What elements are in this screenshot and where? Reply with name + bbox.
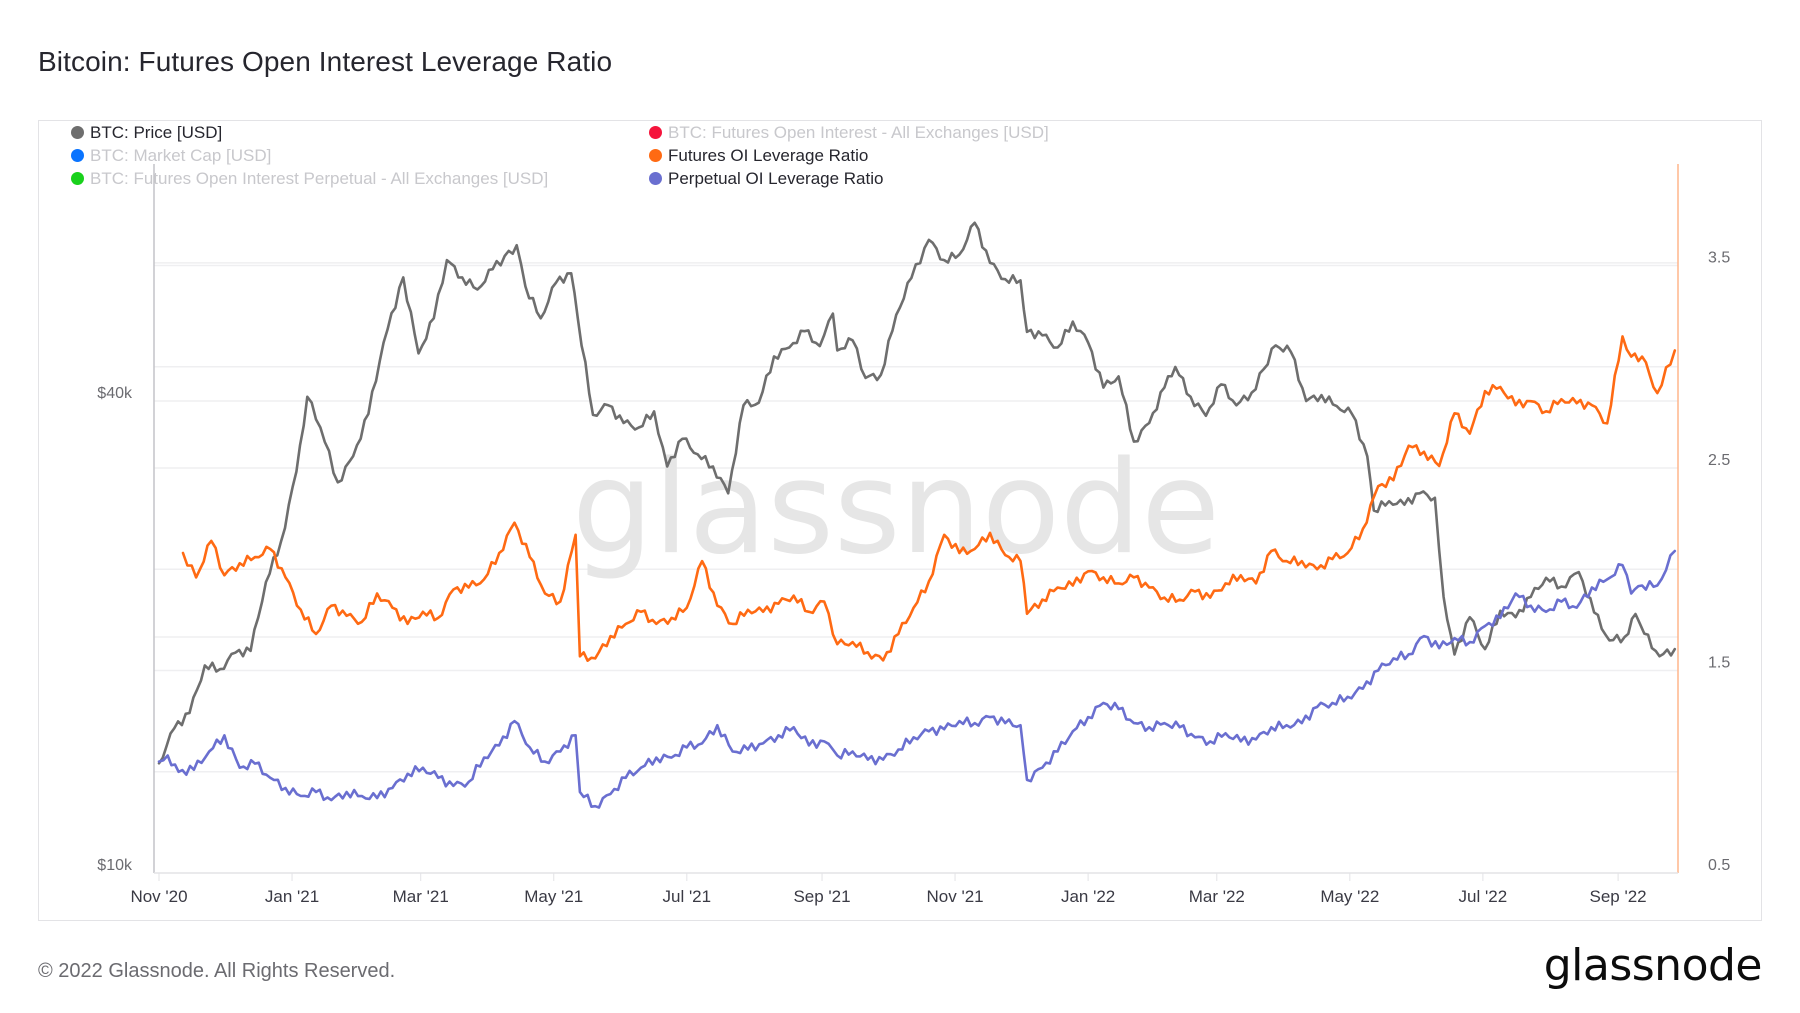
legend-label: BTC: Market Cap [USD] — [90, 146, 272, 165]
left-tick-label: $10k — [97, 857, 133, 874]
legend-dot-icon — [71, 149, 84, 162]
footer-copyright: © 2022 Glassnode. All Rights Reserved. — [38, 960, 396, 982]
right-tick-label: 3.5 — [1708, 250, 1730, 267]
right-axis-ticks: 0.5 1.5 2.5 3.5 — [1708, 250, 1730, 875]
x-tick-label: Nov '20 — [130, 887, 187, 906]
series-line-futures-oi-leverage-ratio — [181, 335, 1677, 662]
legend-dot-icon — [649, 149, 662, 162]
legend-item-futures-oi-perpetual[interactable]: BTC: Futures Open Interest Perpetual - A… — [71, 167, 548, 190]
x-tick-label: Mar '22 — [1189, 887, 1245, 906]
legend-dot-icon — [71, 172, 84, 185]
right-tick-label: 2.5 — [1708, 452, 1730, 469]
watermark: glassnode — [572, 434, 1220, 583]
page-title: Bitcoin: Futures Open Interest Leverage … — [38, 46, 613, 77]
series-line-perpetual-oi-leverage-ratio — [157, 549, 1677, 809]
legend-item-futures-oi-all[interactable]: BTC: Futures Open Interest - All Exchang… — [649, 121, 1049, 144]
right-tick-label: 0.5 — [1708, 857, 1730, 874]
x-tick-label: Sep '22 — [1590, 887, 1647, 906]
left-tick-label: $40k — [97, 385, 133, 402]
legend-item-futures-oi-leverage[interactable]: Futures OI Leverage Ratio — [649, 144, 868, 167]
legend-item-perpetual-oi-leverage[interactable]: Perpetual OI Leverage Ratio — [649, 167, 883, 190]
legend-label: Perpetual OI Leverage Ratio — [668, 169, 884, 188]
legend-dot-icon — [649, 126, 662, 139]
x-tick-label: Jul '21 — [662, 887, 711, 906]
x-tick-label: Jan '22 — [1061, 887, 1115, 906]
left-axis-ticks: $10k $40k — [97, 385, 133, 874]
legend-dot-icon — [71, 126, 84, 139]
right-tick-label: 1.5 — [1708, 655, 1730, 672]
x-tick-label: Mar '21 — [393, 887, 449, 906]
legend-label: BTC: Futures Open Interest Perpetual - A… — [90, 169, 549, 188]
x-tick-label: Nov '21 — [927, 887, 984, 906]
gridlines — [154, 262, 1678, 773]
x-axis-ticks: Nov '20 Jan '21 Mar '21 May '21 Jul '21 Sep '… — [130, 873, 1647, 906]
series-lines — [157, 221, 1677, 809]
legend-label: BTC: Futures Open Interest - All Exchang… — [668, 123, 1049, 142]
legend-dot-icon — [649, 172, 662, 185]
chart-container: BTC: Price [USD] BTC: Market Cap [USD] B… — [38, 120, 1762, 921]
x-tick-label: Jan '21 — [265, 887, 319, 906]
x-tick-label: Jul '22 — [1459, 887, 1508, 906]
series-line-btc-price-usd — [157, 221, 1677, 765]
legend-item-market-cap[interactable]: BTC: Market Cap [USD] — [71, 144, 271, 167]
legend-label: BTC: Price [USD] — [90, 123, 223, 142]
glassnode-logo[interactable]: glassnode — [1543, 940, 1763, 991]
x-tick-label: May '21 — [524, 887, 583, 906]
x-tick-label: May '22 — [1320, 887, 1379, 906]
legend-item-btc-price[interactable]: BTC: Price [USD] — [71, 121, 222, 144]
x-tick-label: Sep '21 — [793, 887, 850, 906]
legend-label: Futures OI Leverage Ratio — [668, 146, 869, 165]
